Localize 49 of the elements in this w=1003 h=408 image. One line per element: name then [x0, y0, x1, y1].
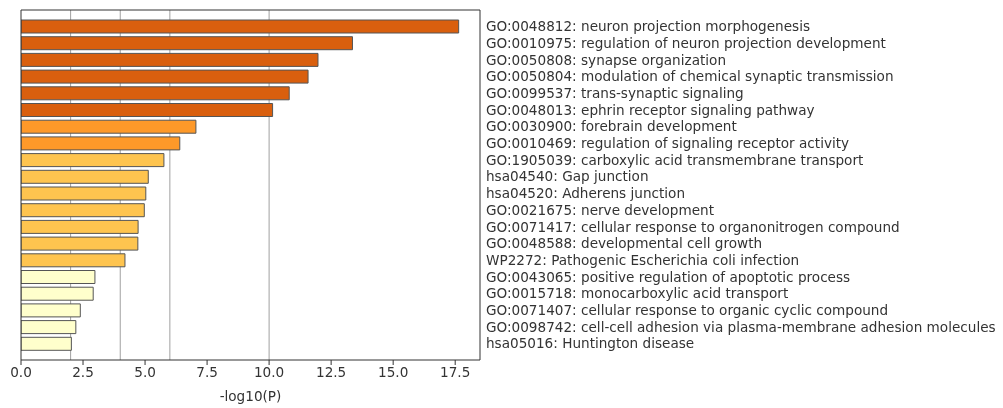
x-tick-label: 2.5: [72, 363, 94, 380]
y-tick-label: GO:0030900: forebrain development: [486, 118, 737, 135]
y-tick-label: GO:0050808: synapse organization: [486, 51, 727, 68]
bar: [21, 219, 139, 234]
y-tick-label: GO:0098742: cell-cell adhesion via plasma-membrane adhesion molecules: [486, 318, 996, 335]
y-tick-label: GO:0048812: neuron projection morphogenesis: [486, 18, 810, 35]
y-tick-label: GO:0010975: regulation of neuron projection development: [486, 34, 886, 51]
bar: [21, 69, 309, 84]
y-tick-label: GO:0071407: cellular response to organic cyclic compound: [486, 302, 889, 319]
bar: [21, 19, 460, 34]
bar: [21, 52, 319, 67]
bar: [21, 119, 197, 134]
x-tick-label: 5.0: [134, 363, 156, 380]
bar: [21, 153, 165, 168]
bar: [21, 336, 72, 351]
bar: [21, 186, 147, 201]
bar: [21, 136, 181, 151]
bar: [21, 36, 353, 51]
bar: [21, 320, 77, 335]
y-tick-label: GO:0050804: modulation of chemical synaptic transmission: [486, 68, 894, 85]
x-tick-label: 12.5: [315, 363, 347, 380]
y-tick-label: GO:0043065: positive regulation of apoptotic process: [486, 268, 851, 285]
x-tick-label: 17.5: [440, 363, 471, 380]
x-tick-label: 10.0: [253, 363, 285, 380]
y-tick-label: GO:0015718: monocarboxylic acid transport: [486, 285, 789, 302]
bar: [21, 236, 139, 251]
x-axis-title: -log10(P): [219, 388, 282, 404]
y-tick-label: GO:0071417: cellular response to organonitrogen compound: [486, 218, 900, 235]
x-tick-label: 7.5: [196, 363, 218, 380]
y-tick-label: GO:1905039: carboxylic acid transmembrane transport: [486, 151, 864, 168]
bar: [21, 303, 81, 318]
y-tick-label: WP2272: Pathogenic Escherichia coli infection: [486, 251, 800, 268]
y-tick-label: GO:0048013: ephrin receptor signaling pathway: [486, 101, 815, 118]
y-tick-label: GO:0048588: developmental cell growth: [486, 235, 763, 252]
bar: [21, 270, 96, 284]
y-tick-label: hsa04540: Gap junction: [486, 168, 649, 185]
y-tick-label: hsa04520: Adherens junction: [486, 185, 686, 202]
bar: [21, 169, 149, 184]
y-tick-label: GO:0099537: trans-synaptic signaling: [486, 84, 744, 101]
bar: [21, 286, 94, 301]
bar: [21, 103, 274, 117]
y-tick-label: GO:0010469: regulation of signaling receptor activity: [486, 135, 850, 152]
bar: [21, 203, 145, 218]
y-tick-label: hsa05016: Huntington disease: [486, 335, 695, 352]
x-tick-label: 0.0: [10, 363, 32, 380]
bar: [21, 253, 126, 268]
bar: [21, 86, 290, 101]
x-tick-label: 15.0: [378, 363, 409, 380]
y-tick-label: GO:0021675: nerve development: [486, 201, 714, 218]
